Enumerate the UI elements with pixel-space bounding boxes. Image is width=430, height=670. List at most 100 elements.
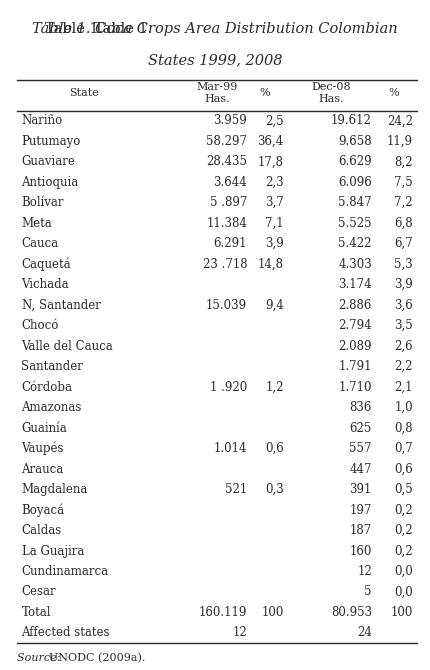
Text: 12: 12: [233, 626, 247, 639]
Text: Córdoba: Córdoba: [22, 381, 73, 393]
Text: Putumayo: Putumayo: [22, 135, 81, 148]
Text: 7,5: 7,5: [394, 176, 413, 189]
Text: 6.291: 6.291: [214, 237, 247, 250]
Text: 391: 391: [350, 483, 372, 496]
Text: 2,1: 2,1: [394, 381, 413, 393]
Text: 160: 160: [350, 545, 372, 557]
Text: Affected states: Affected states: [22, 626, 110, 639]
Text: 8,2: 8,2: [394, 155, 413, 168]
Text: Vichada: Vichada: [22, 278, 69, 291]
Text: 24,2: 24,2: [387, 115, 413, 127]
Text: 625: 625: [350, 421, 372, 435]
Text: 0,7: 0,7: [394, 442, 413, 455]
Text: Amazonas: Amazonas: [22, 401, 82, 414]
Text: Bolívar: Bolívar: [22, 196, 64, 209]
Text: 58.297: 58.297: [206, 135, 247, 148]
Text: 17,8: 17,8: [258, 155, 284, 168]
Text: 2.089: 2.089: [338, 340, 372, 352]
Text: 100: 100: [390, 606, 413, 619]
Text: 0,6: 0,6: [265, 442, 284, 455]
Text: Meta: Meta: [22, 216, 52, 230]
Text: 100: 100: [261, 606, 284, 619]
Text: 187: 187: [350, 524, 372, 537]
Text: 3,9: 3,9: [394, 278, 413, 291]
Text: 4.303: 4.303: [338, 258, 372, 271]
Text: Chocó: Chocó: [22, 319, 59, 332]
Text: 2.886: 2.886: [338, 299, 372, 312]
Text: 1.014: 1.014: [214, 442, 247, 455]
Text: 160.119: 160.119: [199, 606, 247, 619]
Text: Table 1. Coca Crops Area Distribution Colombian: Table 1. Coca Crops Area Distribution Co…: [32, 22, 398, 36]
Text: 3,9: 3,9: [265, 237, 284, 250]
Text: Arauca: Arauca: [22, 462, 64, 476]
Text: Guainía: Guainía: [22, 421, 67, 435]
Text: 1.710: 1.710: [338, 381, 372, 393]
Text: Cauca: Cauca: [22, 237, 58, 250]
Text: 5.525: 5.525: [338, 216, 372, 230]
Text: 11,9: 11,9: [387, 135, 413, 148]
Text: Santander: Santander: [22, 360, 83, 373]
Text: 0,8: 0,8: [394, 421, 413, 435]
Text: 2,3: 2,3: [265, 176, 284, 189]
Text: 5,3: 5,3: [394, 258, 413, 271]
Text: 1 .920: 1 .920: [210, 381, 247, 393]
Text: 0,0: 0,0: [394, 565, 413, 578]
Text: 6.629: 6.629: [338, 155, 372, 168]
Text: Guaviare: Guaviare: [22, 155, 75, 168]
Text: 2.794: 2.794: [338, 319, 372, 332]
Text: 5.847: 5.847: [338, 196, 372, 209]
Text: Vaupés: Vaupés: [22, 442, 64, 456]
Text: Caldas: Caldas: [22, 524, 62, 537]
Text: 3.644: 3.644: [214, 176, 247, 189]
Text: %: %: [259, 88, 270, 98]
Text: 197: 197: [350, 504, 372, 517]
Text: 11.384: 11.384: [206, 216, 247, 230]
Text: 0,0: 0,0: [394, 586, 413, 598]
Text: N, Santander: N, Santander: [22, 299, 100, 312]
Text: 1.791: 1.791: [338, 360, 372, 373]
Text: Antioquia: Antioquia: [22, 176, 79, 189]
Text: 0,2: 0,2: [394, 524, 413, 537]
Text: 0,5: 0,5: [394, 483, 413, 496]
Text: 5.422: 5.422: [338, 237, 372, 250]
Text: 1,0: 1,0: [394, 401, 413, 414]
Text: 1,2: 1,2: [265, 381, 284, 393]
Text: 7,2: 7,2: [394, 196, 413, 209]
Text: 14,8: 14,8: [258, 258, 284, 271]
Text: Total: Total: [22, 606, 51, 619]
Text: 19.612: 19.612: [331, 115, 372, 127]
Text: 3,6: 3,6: [394, 299, 413, 312]
Text: Dec-08
Has.: Dec-08 Has.: [311, 82, 351, 104]
Text: 5: 5: [365, 586, 372, 598]
Text: 24: 24: [357, 626, 372, 639]
Text: 6,8: 6,8: [394, 216, 413, 230]
Text: Cesar: Cesar: [22, 586, 56, 598]
Text: 9,4: 9,4: [265, 299, 284, 312]
Text: Magdalena: Magdalena: [22, 483, 88, 496]
Text: 2,2: 2,2: [394, 360, 413, 373]
Text: 9.658: 9.658: [338, 135, 372, 148]
Text: 3.174: 3.174: [338, 278, 372, 291]
Text: 521: 521: [225, 483, 247, 496]
Text: 7,1: 7,1: [265, 216, 284, 230]
Text: 23 .718: 23 .718: [203, 258, 247, 271]
Text: 557: 557: [350, 442, 372, 455]
Text: Mar-99
Has.: Mar-99 Has.: [197, 82, 238, 104]
Text: Caquetá: Caquetá: [22, 257, 71, 271]
Text: 15.039: 15.039: [206, 299, 247, 312]
Text: UNODC (2009a).: UNODC (2009a).: [49, 653, 146, 663]
Text: Source:: Source:: [17, 653, 64, 663]
Text: 28.435: 28.435: [206, 155, 247, 168]
Text: %: %: [388, 88, 399, 98]
Text: 36,4: 36,4: [258, 135, 284, 148]
Text: 12: 12: [357, 565, 372, 578]
Text: Boyacá: Boyacá: [22, 503, 64, 517]
Text: States 1999, 2008: States 1999, 2008: [148, 54, 282, 67]
Text: La Guajira: La Guajira: [22, 545, 84, 557]
Text: 0,6: 0,6: [394, 462, 413, 476]
Text: 5 .897: 5 .897: [210, 196, 247, 209]
Text: 3.959: 3.959: [214, 115, 247, 127]
Text: 447: 447: [350, 462, 372, 476]
Text: 2,5: 2,5: [265, 115, 284, 127]
Text: Cundinamarca: Cundinamarca: [22, 565, 109, 578]
